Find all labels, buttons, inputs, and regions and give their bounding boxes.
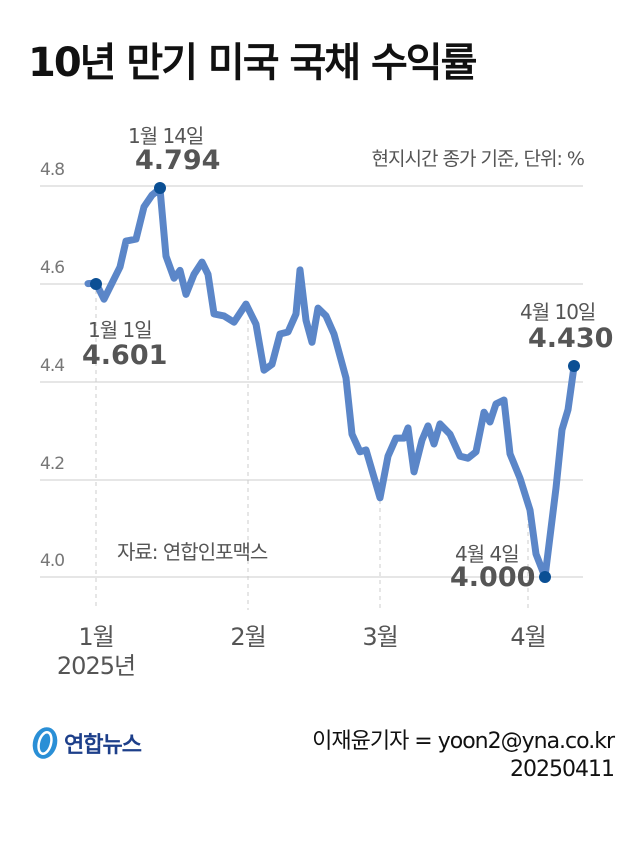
annotation-jan1-date: 1월 1일 [88,318,153,342]
logo-text: 연합뉴스 [64,733,142,758]
grid-lines [40,185,583,578]
x-tick-feb: 2월 [230,623,266,651]
y-tick-4.8: 4.8 [40,160,65,180]
markers [90,182,580,583]
marker-apr4 [539,571,551,583]
y-tick-4.4: 4.4 [40,356,65,376]
unit-note: 현지시간 종가 기준, 단위: % [371,148,585,170]
annotation-jan1-value: 4.601 [82,340,168,371]
marker-jan14 [154,182,166,194]
yield-line [84,185,578,581]
x-tick-apr: 4월 [510,623,546,651]
annotation-apr4-value: 4.000 [450,562,536,593]
x-year-label: 2025년 [56,652,136,680]
y-tick-4.0: 4.0 [40,551,65,571]
marker-apr10 [568,360,580,372]
credit-block: 이재윤기자 = yoon2@yna.co.kr 20250411 [312,728,615,784]
reporter-credit: 이재윤기자 = yoon2@yna.co.kr [312,729,615,754]
annotation-jan14-date: 1월 14일 [128,124,204,148]
y-tick-4.2: 4.2 [40,454,65,474]
x-tick-mar: 3월 [362,623,398,651]
chart-title: 10년 만기 미국 국채 수익률 [28,40,477,86]
annotation-apr10-date: 4월 10일 [520,300,596,324]
y-tick-4.6: 4.6 [40,258,65,278]
annotation-jan14-value: 4.794 [135,145,221,176]
marker-jan1 [90,278,102,290]
annotation-apr4-date: 4월 4일 [455,542,520,566]
yonhap-logo: 연합뉴스 [30,725,142,761]
annotation-apr10-value: 4.430 [528,323,614,354]
x-tick-jan: 1월 [78,623,114,651]
source-note: 자료: 연합인포맥스 [117,540,268,564]
yonhap-globe-icon [32,727,58,759]
publish-date: 20250411 [510,757,615,782]
